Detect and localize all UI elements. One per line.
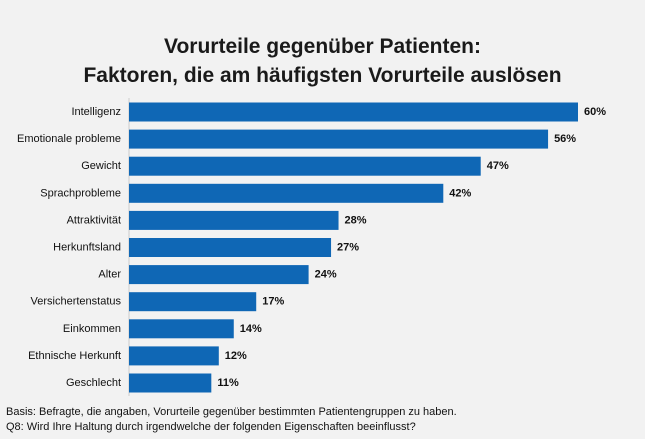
category-label-10: Geschlecht — [66, 377, 121, 389]
category-label-1: Emotionale probleme — [17, 133, 121, 145]
chart-title: Vorurteile gegenüber Patienten: Faktoren… — [0, 32, 645, 90]
bar-5 — [129, 238, 332, 257]
category-label-5: Herkunftsland — [53, 242, 121, 254]
value-label-2: 47% — [487, 160, 509, 172]
category-label-8: Einkommen — [63, 323, 121, 335]
category-label-7: Versichertenstatus — [31, 296, 122, 308]
category-label-9: Ethnische Herkunft — [28, 350, 121, 362]
category-label-3: Sprachprobleme — [40, 187, 121, 199]
value-label-3: 42% — [449, 187, 471, 199]
value-label-8: 14% — [240, 323, 262, 335]
bar-8 — [129, 319, 234, 339]
bar-7 — [129, 292, 257, 312]
value-label-5: 27% — [337, 242, 359, 254]
footer-question: Q8: Wird Ihre Haltung durch irgendwelche… — [6, 421, 416, 433]
value-label-0: 60% — [584, 106, 606, 118]
value-label-10: 11% — [217, 377, 239, 389]
title-line-2: Faktoren, die am häufigsten Vorurteile a… — [83, 64, 562, 87]
bar-0 — [129, 102, 578, 122]
title-line-1: Vorurteile gegenüber Patienten: — [164, 35, 481, 58]
bar-3 — [129, 183, 444, 203]
value-label-7: 17% — [262, 296, 284, 308]
category-label-6: Alter — [98, 269, 121, 281]
value-label-6: 24% — [315, 269, 337, 281]
bar-4 — [129, 210, 339, 230]
value-label-4: 28% — [345, 214, 367, 226]
value-label-1: 56% — [554, 133, 576, 145]
bar-1 — [129, 129, 549, 149]
chart-footer: Basis: Befragte, die angaben, Vorurteile… — [6, 405, 641, 435]
bar-2 — [129, 156, 481, 176]
bar-chart: Intelligenz 60% Emotionale probleme 56% Gewi… — [17, 98, 606, 396]
bar-6 — [129, 265, 309, 285]
bar-10 — [129, 373, 212, 393]
footer-basis: Basis: Befragte, die angaben, Vorurteile… — [6, 406, 457, 418]
category-label-0: Intelligenz — [71, 106, 121, 118]
bar-9 — [129, 346, 219, 366]
value-label-9: 12% — [225, 350, 247, 362]
category-label-4: Attraktivität — [67, 214, 121, 226]
category-label-2: Gewicht — [81, 160, 121, 172]
